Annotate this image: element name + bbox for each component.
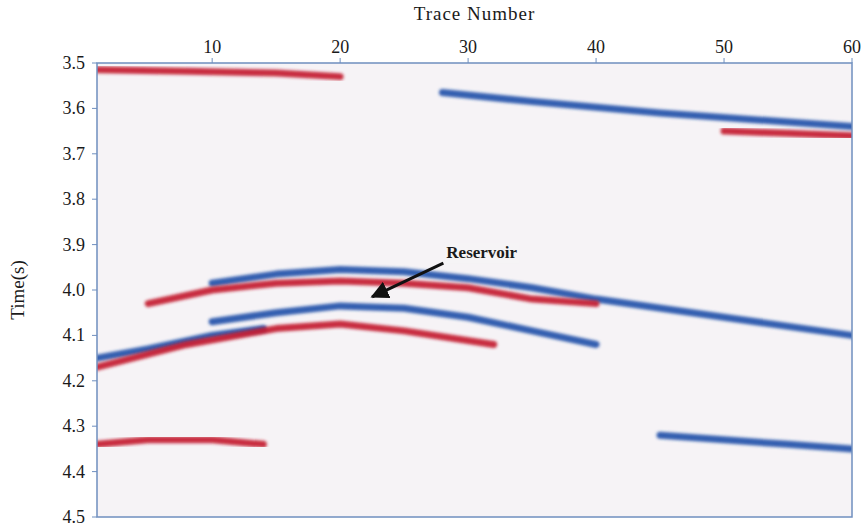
y-tick-label: 3.6 <box>63 98 86 118</box>
horizon <box>660 435 852 449</box>
x-tick <box>212 58 213 63</box>
horizon <box>443 93 852 127</box>
horizon <box>724 131 852 136</box>
x-tick-label: 10 <box>203 37 221 57</box>
x-tick-label: 60 <box>843 37 861 57</box>
x-tick <box>852 58 853 63</box>
y-tick-label: 3.8 <box>63 189 86 209</box>
x-tick-label: 30 <box>459 37 477 57</box>
horizon <box>97 324 494 367</box>
y-tick-label: 4.1 <box>63 325 86 345</box>
y-tick <box>92 471 97 472</box>
y-tick-label: 4.5 <box>63 507 86 527</box>
y-tick <box>92 517 97 518</box>
horizon <box>148 281 596 304</box>
y-tick-label: 3.5 <box>63 53 86 73</box>
y-tick <box>92 426 97 427</box>
horizon <box>97 440 263 445</box>
y-tick-label: 3.9 <box>63 235 86 255</box>
y-tick <box>92 108 97 109</box>
y-tick-label: 4.0 <box>63 280 86 300</box>
x-tick-label: 40 <box>587 37 605 57</box>
y-tick <box>92 335 97 336</box>
annotation-arrow <box>372 263 443 297</box>
x-tick-label: 50 <box>715 37 733 57</box>
x-tick <box>596 58 597 63</box>
x-tick-label: 20 <box>331 37 349 57</box>
x-axis-title: Trace Number <box>414 3 536 24</box>
y-tick <box>92 380 97 381</box>
x-tick <box>340 58 341 63</box>
y-axis-title: Time(s) <box>7 260 29 319</box>
x-tick <box>468 58 469 63</box>
y-tick <box>92 153 97 154</box>
plot-area <box>97 63 852 517</box>
horizons <box>97 70 852 449</box>
annotation: Reservoir <box>446 243 517 262</box>
y-tick <box>92 290 97 291</box>
chart: 10 20 30 40 50 60 3.5 3.6 3.7 3.8 3.9 4.0 4.1 4.2 4.3 4… <box>0 0 862 527</box>
y-tick <box>92 199 97 200</box>
y-tick-label: 4.2 <box>63 371 86 391</box>
y-tick <box>92 244 97 245</box>
plot-frame <box>97 63 852 517</box>
x-tick <box>724 58 725 63</box>
y-tick <box>92 63 97 64</box>
y-tick-label: 3.7 <box>63 144 86 164</box>
annotation-background <box>444 242 519 263</box>
y-tick-label: 4.4 <box>63 462 86 482</box>
horizon <box>97 70 340 77</box>
horizon <box>212 306 596 345</box>
y-tick-label: 4.3 <box>63 416 86 436</box>
